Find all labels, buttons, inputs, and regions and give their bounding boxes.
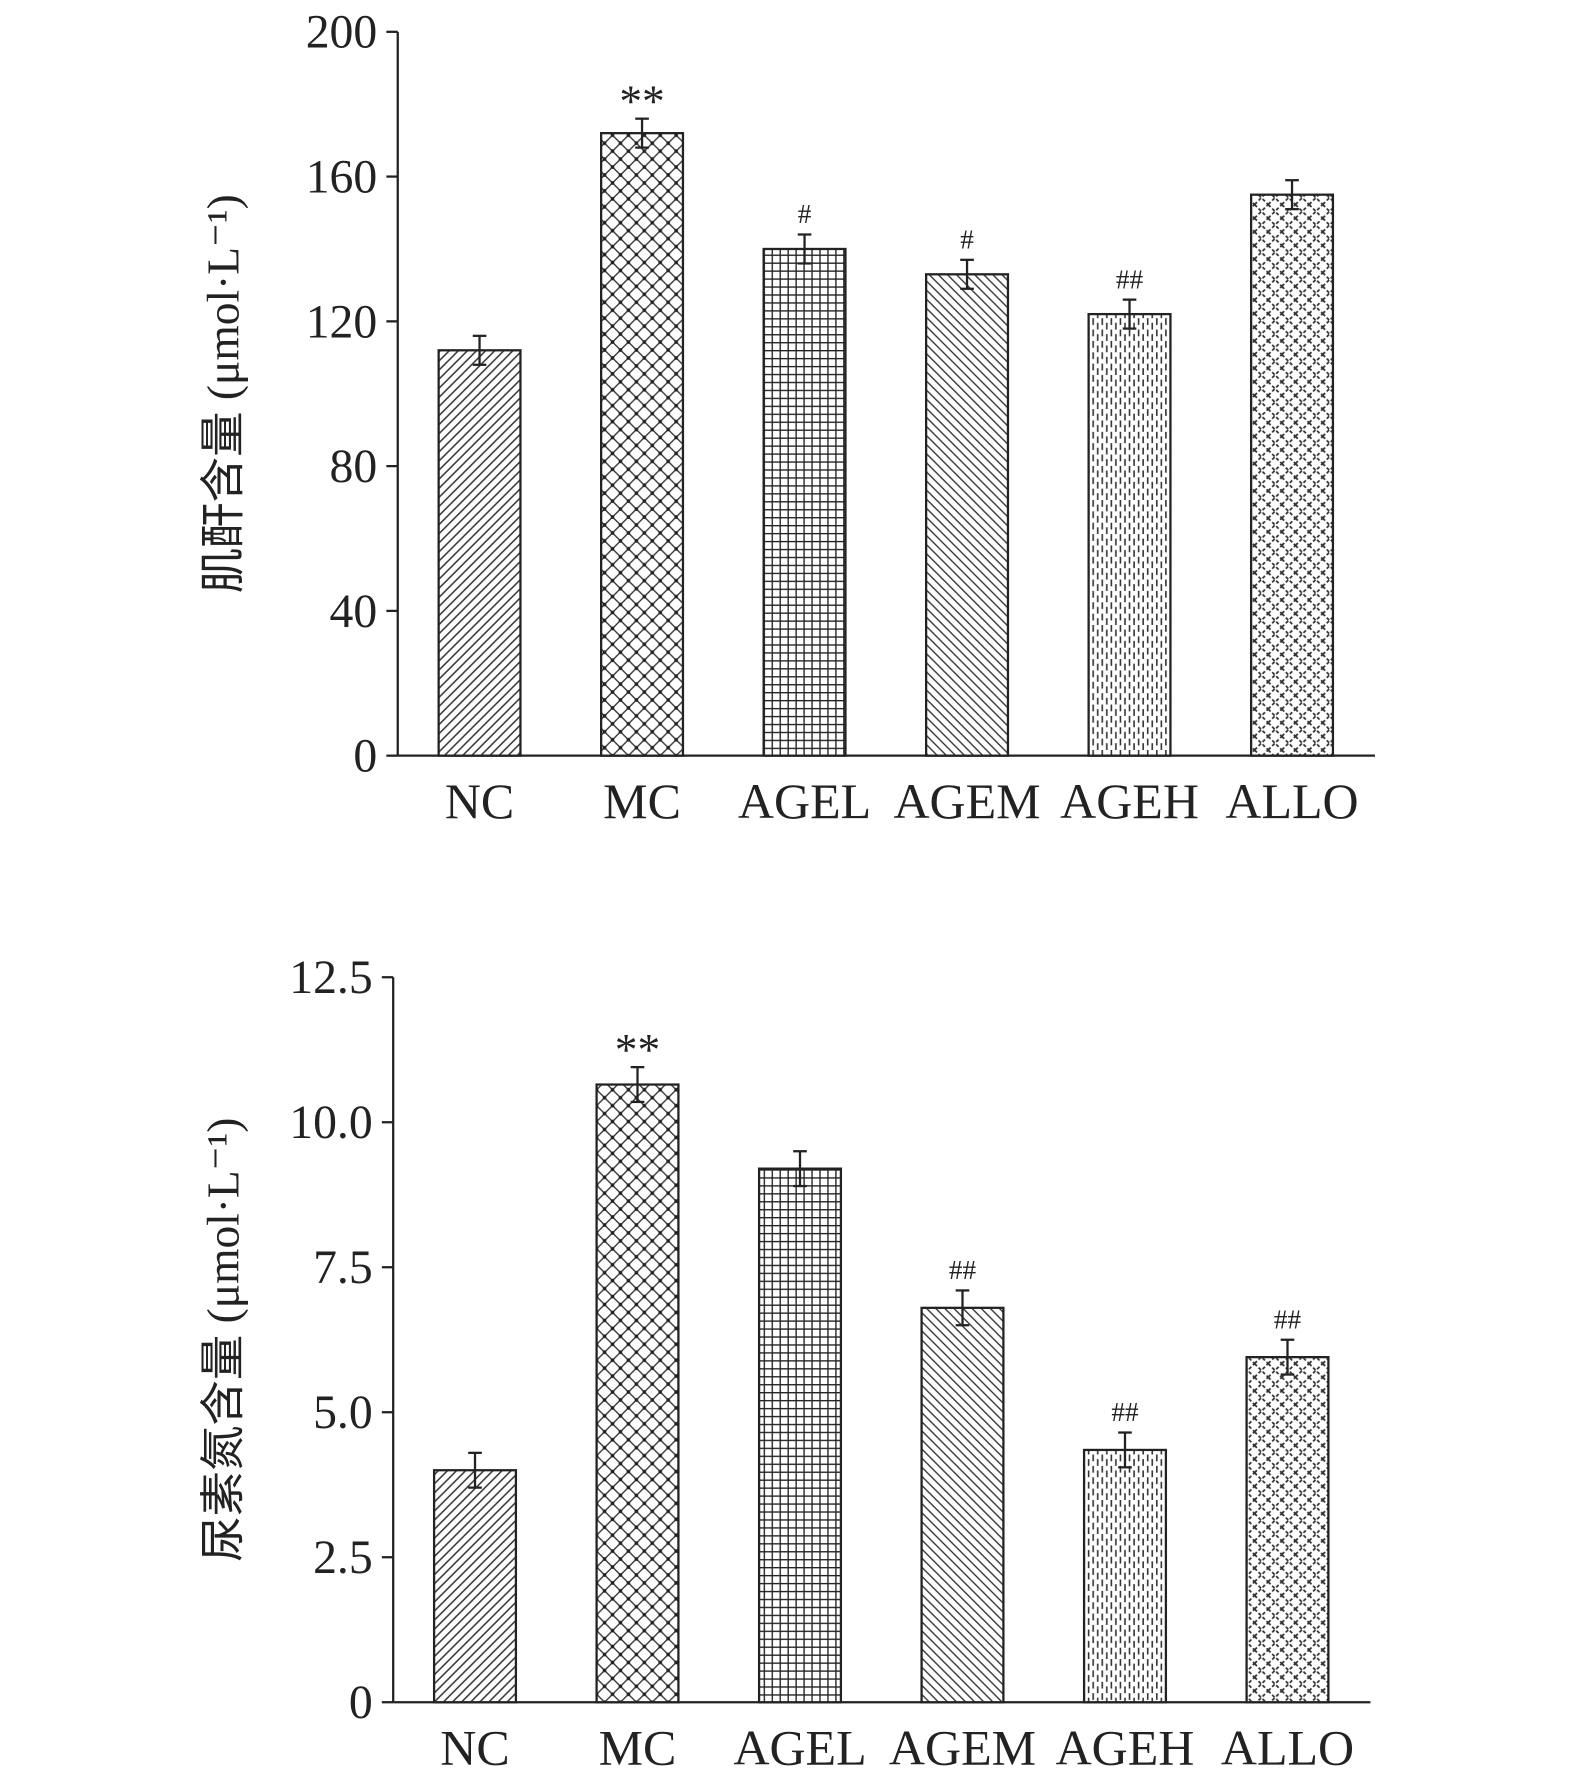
- y-tick-label: 7.5: [313, 1241, 373, 1294]
- y-tick-label: 200: [306, 6, 378, 59]
- bar: [757, 1167, 843, 1704]
- x-tick-label: AGEH: [1056, 1720, 1195, 1776]
- bar: [762, 247, 847, 757]
- y-tick-label: 0: [353, 730, 377, 783]
- x-tick-label: AGEM: [893, 773, 1040, 829]
- bar: [920, 1306, 1005, 1704]
- bar: [595, 1083, 680, 1704]
- bar: [1082, 1448, 1168, 1704]
- y-tick-label: 120: [306, 295, 378, 348]
- bar: [1245, 1356, 1330, 1704]
- y-tick-label: 0: [349, 1676, 373, 1729]
- annotation: **: [615, 1024, 660, 1075]
- annotation: ##: [1116, 264, 1144, 294]
- annotation: ##: [1111, 1397, 1139, 1427]
- annotation: #: [960, 224, 974, 254]
- annotation: **: [619, 75, 664, 126]
- y-tick-label: 10.0: [289, 1096, 373, 1149]
- annotation: ##: [1274, 1304, 1302, 1334]
- bar: [437, 349, 522, 757]
- annotation: ##: [949, 1255, 977, 1285]
- y-tick-label: 160: [306, 150, 378, 203]
- bar: [1249, 193, 1335, 757]
- x-tick-label: ALLO: [1221, 1720, 1354, 1776]
- y-axis-label: 肌酐含量 (μmol·L⁻¹): [198, 194, 249, 593]
- x-tick-label: AGEH: [1060, 773, 1199, 829]
- x-tick-label: NC: [445, 773, 514, 829]
- y-tick-label: 80: [330, 440, 378, 493]
- x-tick-label: MC: [599, 1720, 677, 1776]
- bar: [1087, 312, 1172, 757]
- bar: [432, 1469, 518, 1704]
- x-tick-label: MC: [603, 773, 681, 829]
- y-tick-label: 40: [330, 585, 378, 638]
- y-tick-label: 5.0: [313, 1386, 373, 1439]
- x-tick-label: NC: [440, 1720, 509, 1776]
- annotation: #: [798, 199, 812, 229]
- y-tick-label: 2.5: [313, 1531, 373, 1584]
- bar: [924, 273, 1010, 757]
- x-tick-label: AGEM: [889, 1720, 1036, 1776]
- x-tick-label: AGEL: [733, 1720, 866, 1776]
- x-tick-label: AGEL: [738, 773, 871, 829]
- y-tick-label: 12.5: [289, 951, 373, 1004]
- x-tick-label: ALLO: [1225, 773, 1358, 829]
- bar: [600, 132, 685, 757]
- y-axis-label: 尿素氮含量 (μmol·L⁻¹): [198, 1118, 249, 1562]
